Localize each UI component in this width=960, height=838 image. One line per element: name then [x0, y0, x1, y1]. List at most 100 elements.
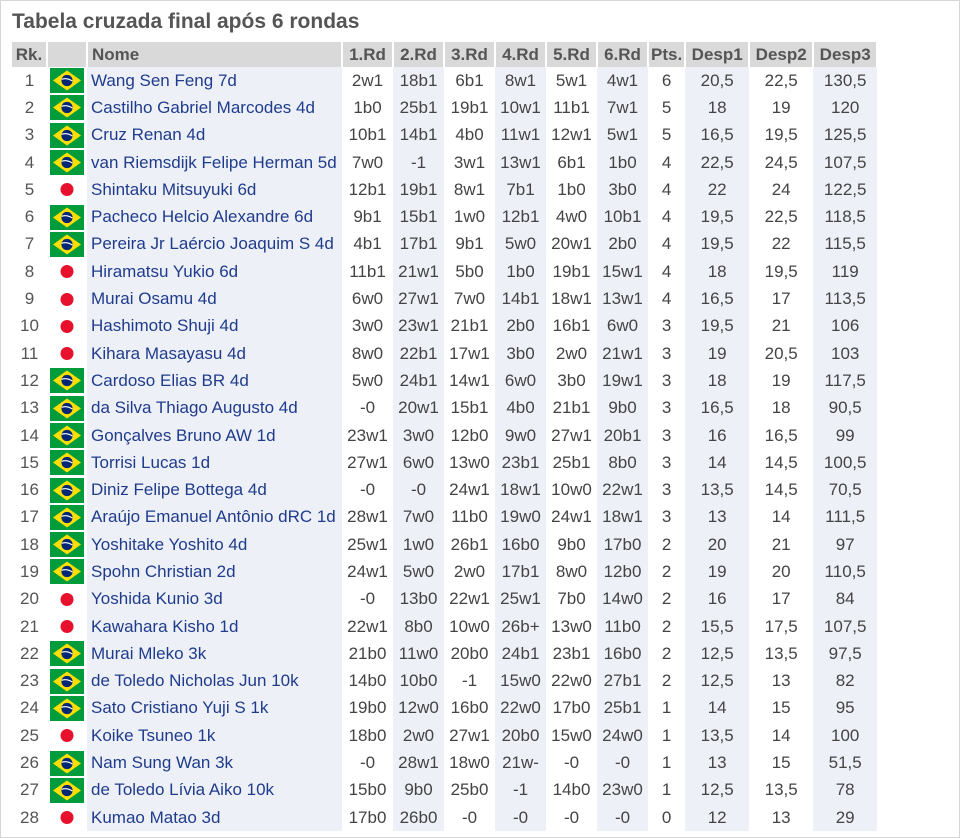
points-cell: 1: [661, 753, 672, 773]
player-name-link[interactable]: de Toledo Lívia Aiko 10k: [87, 776, 342, 805]
desp3-cell: 118,5: [813, 203, 878, 231]
player-name-link[interactable]: Sato Cristiano Yuji S 1k: [87, 694, 342, 723]
round-5-result: 21b1: [552, 398, 591, 418]
rank-cell: 23: [20, 671, 39, 691]
player-name-link[interactable]: Castilho Gabriel Marcodes 4d: [87, 94, 342, 122]
player-name-link[interactable]: Shintaku Mitsuyuki 6d: [87, 176, 342, 204]
round-3-result: 19b1: [450, 97, 489, 117]
round-5-result: 16b1: [552, 316, 591, 336]
round-4-result: 13w1: [495, 148, 546, 177]
page-title: Tabela cruzada final após 6 rondas: [12, 10, 360, 33]
round-5-result: 19b1: [552, 261, 591, 281]
round-1-result: 25w1: [347, 534, 388, 554]
player-name-link[interactable]: Diniz Felipe Bottega 4d: [87, 476, 342, 504]
player-name-link[interactable]: Torrisi Lucas 1d: [87, 449, 342, 477]
round-5-result: 25b1: [552, 452, 591, 472]
desp1-cell: 16: [685, 421, 750, 450]
flag-cell: [47, 449, 87, 476]
round-6-result: 4w1: [597, 67, 648, 95]
header-round-1[interactable]: 1.Rd: [342, 42, 394, 67]
rank-cell: 16: [20, 480, 39, 500]
round-1-result: 19b0: [348, 698, 387, 718]
rank-cell: 1: [24, 70, 35, 90]
header-round-5[interactable]: 5.Rd: [546, 42, 598, 67]
header-round-6[interactable]: 6.Rd: [597, 42, 649, 67]
flag-cell: [47, 586, 87, 613]
round-3-result: 25b0: [450, 780, 489, 800]
brazil-flag-icon: [50, 477, 84, 503]
header-desp2[interactable]: Desp2: [749, 42, 815, 67]
player-name-link[interactable]: Hiramatsu Yukio 6d: [87, 258, 342, 286]
round-2-result: 3w0: [393, 421, 444, 450]
header-points[interactable]: Pts.: [648, 42, 687, 67]
player-name-link[interactable]: van Riemsdijk Felipe Herman 5d: [87, 148, 342, 177]
round-2-result: -0: [393, 476, 444, 504]
round-3-result: 20b0: [450, 643, 489, 663]
header-round-2[interactable]: 2.Rd: [393, 42, 445, 67]
round-1-result: 11b1: [349, 261, 386, 281]
desp1-cell: 14: [685, 449, 750, 477]
player-name-link[interactable]: Pacheco Helcio Alexandre 6d: [87, 203, 342, 231]
desp1-cell: 12,5: [685, 776, 750, 805]
brazil-flag-icon: [50, 395, 84, 421]
brazil-flag-icon: [50, 641, 84, 667]
player-name-link[interactable]: Pereira Jr Laércio Joaquim S 4d: [87, 230, 342, 259]
rank-cell: 22: [20, 643, 39, 663]
table-row: 15 Torrisi Lucas 1d 27w1 6w0 13w0 23b1 25b1 8b0…: [12, 449, 878, 477]
player-name-link[interactable]: da Silva Thiago Augusto 4d: [87, 394, 342, 422]
player-name-link[interactable]: Hashimoto Shuji 4d: [87, 312, 342, 340]
round-3-result: 15b1: [450, 398, 489, 418]
player-name-link[interactable]: Yoshida Kunio 3d: [87, 585, 342, 613]
table-row: 9 Murai Osamu 4d 6w0 27w1 7w0 14b1 18w1 13w1 4 16…: [12, 285, 878, 313]
player-name-link[interactable]: Nam Sung Wan 3k: [87, 749, 342, 777]
header-round-3[interactable]: 3.Rd: [444, 42, 496, 67]
player-name-link[interactable]: Murai Mleko 3k: [87, 640, 342, 668]
player-name-link[interactable]: Kumao Matao 3d: [87, 804, 342, 832]
round-5-result: 2w0: [555, 343, 588, 363]
header-desp3[interactable]: Desp3: [813, 42, 879, 67]
header-rank[interactable]: Rk.: [12, 42, 48, 67]
player-name-link[interactable]: Kawahara Kisho 1d: [87, 612, 342, 641]
round-1-result: 6w0: [351, 289, 384, 309]
player-name-link[interactable]: Yoshitake Yoshito 4d: [87, 531, 342, 559]
round-6-result: 8b0: [597, 449, 648, 477]
round-3-result: 13w0: [449, 452, 490, 472]
player-name-link[interactable]: Gonçalves Bruno AW 1d: [87, 421, 342, 450]
round-5-result: 22w0: [551, 671, 592, 691]
desp2-cell: 13: [771, 807, 791, 827]
round-5-result: 7b0: [557, 589, 586, 609]
round-6-result: 25b1: [597, 694, 648, 723]
flag-cell: [47, 149, 87, 176]
header-desp1[interactable]: Desp1: [685, 42, 751, 67]
player-name-link[interactable]: Murai Osamu 4d: [87, 285, 342, 313]
header-round-4[interactable]: 4.Rd: [495, 42, 547, 67]
desp1-cell: 12: [685, 804, 750, 832]
player-name-link[interactable]: Koike Tsuneo 1k: [87, 722, 342, 750]
rank-cell: 2: [24, 97, 35, 117]
header-name[interactable]: Nome: [87, 42, 343, 67]
round-4-result: 25w1: [495, 585, 546, 613]
rank-cell: 25: [20, 725, 39, 745]
round-2-result: 28w1: [393, 749, 444, 777]
player-name-link[interactable]: de Toledo Nicholas Jun 10k: [87, 667, 342, 695]
desp3-cell: 90,5: [813, 394, 878, 422]
round-3-result: 3w1: [453, 152, 486, 172]
player-name-link[interactable]: Araújo Emanuel Antônio dRC 1d: [87, 503, 342, 532]
desp2-cell: 13,5: [764, 643, 798, 663]
rank-cell: 10: [20, 316, 39, 336]
player-name-link[interactable]: Kihara Masayasu 4d: [87, 339, 342, 368]
round-5-result: 4w0: [555, 207, 588, 227]
player-name-link[interactable]: Cardoso Elias BR 4d: [87, 367, 342, 395]
round-4-result: 24b1: [495, 640, 546, 668]
player-name-link[interactable]: Cruz Renan 4d: [87, 121, 342, 149]
table-row: 7 Pereira Jr Laércio Joaquim S 4d 4b1 17b1 9…: [12, 230, 878, 259]
rank-cell: 28: [20, 807, 39, 827]
player-name-link[interactable]: Spohn Christian 2d: [87, 558, 342, 586]
flag-cell: [47, 258, 87, 285]
round-6-result: 19w1: [597, 367, 648, 395]
japan-flag-icon: [50, 286, 84, 312]
desp3-cell: 29: [813, 804, 878, 832]
round-6-result: 27b1: [597, 667, 648, 695]
desp3-cell: 130,5: [813, 67, 878, 95]
player-name-link[interactable]: Wang Sen Feng 7d: [87, 67, 342, 95]
